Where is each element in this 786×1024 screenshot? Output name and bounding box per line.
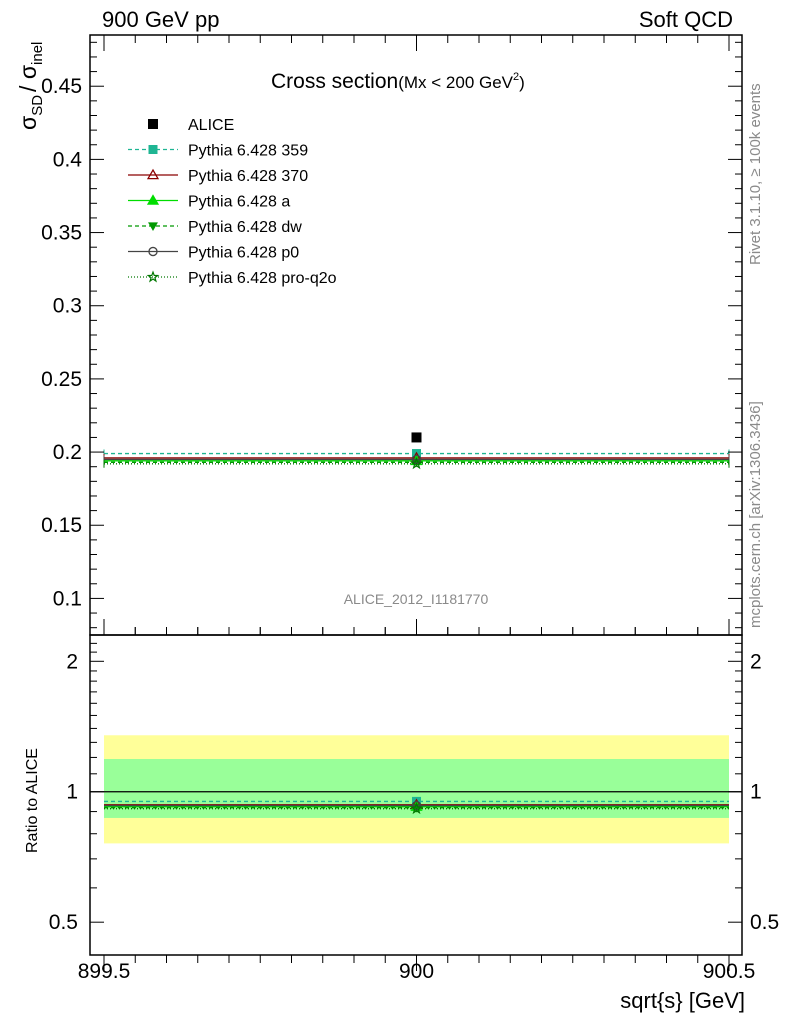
data-point-alice	[411, 432, 422, 443]
legend-label-4: Pythia 6.428 dw	[188, 219, 302, 236]
legend-label-5: Pythia 6.428 p0	[188, 245, 299, 262]
legend-label-1: Pythia 6.428 359	[188, 143, 308, 160]
legend-marker-4	[148, 222, 158, 231]
ratio-y-tick-label-right: 0.5	[750, 911, 779, 934]
analysis-label: ALICE_2012_I1181770	[344, 591, 489, 607]
x-tick-label: 900	[399, 960, 434, 983]
main-y-tick-label: 0.2	[53, 441, 82, 464]
category-label: Soft QCD	[639, 7, 733, 32]
main-y-tick-label: 0.45	[41, 75, 82, 98]
main-panel: 0.1 0.15 0.2 0.25 0.3 0.35 0.4 0.45	[41, 34, 743, 636]
ratio-y-tick-label-right: 2	[750, 650, 762, 673]
legend-marker-1	[148, 145, 158, 154]
main-y-tick-label: 0.4	[53, 148, 83, 171]
legend-marker-6	[146, 270, 160, 283]
ratio-panel: 0.5 0.5 1 1 2 2 899.5 900 900.5	[49, 619, 779, 983]
legend-label-0: ALICE	[188, 117, 234, 134]
rivet-label: Rivet 3.1.10, ≥ 100k events	[747, 83, 764, 265]
ratio-y-tick-label-right: 1	[750, 781, 762, 804]
series-marker-5	[410, 457, 423, 470]
legend-label-2: Pythia 6.428 370	[188, 168, 308, 185]
mcplots-label: mcplots.cern.ch [arXiv:1306.3436]	[747, 401, 764, 628]
x-axis-label: sqrt{s} [GeV]	[620, 988, 745, 1013]
legend-marker-3	[146, 194, 160, 205]
ratio-y-tick-label: 2	[66, 650, 78, 673]
legend: ALICE Pythia 6.428 359 Pythia 6.428 370 Pyt…	[128, 117, 337, 287]
main-y-tick-label: 0.3	[53, 295, 82, 318]
ratio-marker-4	[411, 800, 422, 811]
ratio-marker-5	[410, 801, 423, 815]
legend-marker-5	[148, 246, 158, 257]
ratio-y-tick-label: 0.5	[49, 911, 78, 934]
legend-marker-0	[148, 119, 158, 129]
x-tick-label: 899.5	[78, 960, 131, 983]
legend-marker-2	[146, 168, 160, 180]
main-y-tick-label: 0.25	[41, 368, 82, 391]
x-tick-label: 900.5	[703, 960, 756, 983]
ratio-y-axis-label: Ratio to ALICE	[24, 748, 41, 853]
ratio-y-tick-label: 1	[66, 781, 78, 804]
main-y-tick-label: 0.35	[41, 222, 82, 245]
main-chart-title: Cross section(Mx < 200 GeV2)	[271, 70, 525, 93]
legend-label-3: Pythia 6.428 a	[188, 194, 290, 211]
main-y-axis-label: σSD/ σinel	[15, 42, 46, 130]
legend-label-6: Pythia 6.428 pro-q2o	[188, 270, 337, 287]
main-y-tick-label: 0.15	[41, 514, 82, 537]
energy-label: 900 GeV pp	[102, 7, 219, 32]
main-y-tick-label: 0.1	[53, 587, 82, 610]
